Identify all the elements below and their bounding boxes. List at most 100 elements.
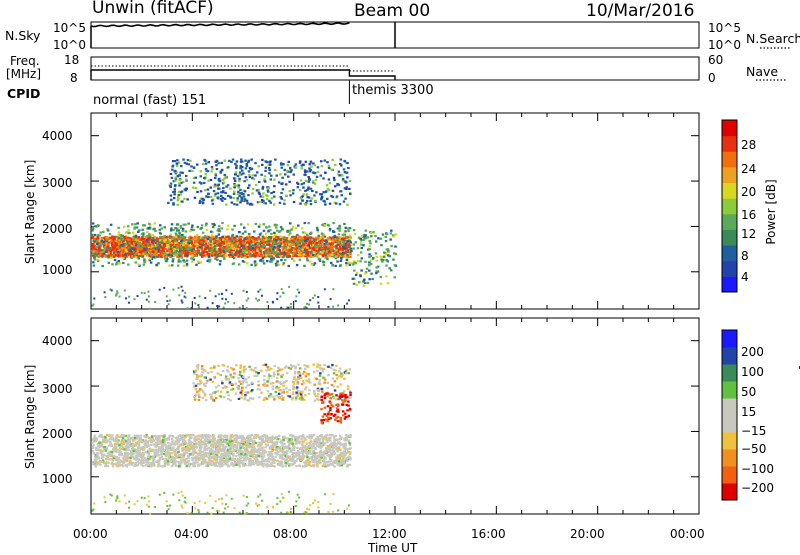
power-cell (318, 258, 321, 260)
power-cell (258, 226, 261, 228)
power-cell (175, 234, 178, 236)
velocity-cell (181, 447, 184, 449)
power-cell (232, 247, 235, 249)
power-cell (368, 278, 371, 280)
velocity-cell (339, 435, 342, 437)
power-cell (177, 265, 180, 267)
power-cell (214, 177, 217, 179)
power-cell (96, 255, 99, 257)
power-cell (332, 222, 335, 224)
power-cell (246, 262, 249, 264)
power-cell (234, 184, 237, 186)
power-cell (236, 199, 239, 201)
velocity-cell (261, 458, 264, 460)
power-cell (302, 164, 305, 166)
power-cell (217, 188, 220, 190)
power-cell (297, 225, 300, 227)
power-cell (332, 196, 335, 198)
power-cell (307, 222, 310, 224)
power-cell (176, 165, 179, 167)
power-cell (275, 251, 278, 253)
power-cell (135, 244, 138, 246)
power-cell (358, 281, 361, 283)
power-cell (338, 233, 341, 235)
power-cell (223, 181, 226, 183)
power-cell (281, 182, 284, 184)
power-cell (292, 226, 295, 228)
power-cell (130, 250, 133, 252)
power-cell (243, 196, 246, 198)
power-cell (361, 257, 364, 259)
power-cell (200, 239, 203, 241)
power-cell (171, 250, 174, 252)
power-cell (302, 193, 305, 195)
power-cell (155, 249, 158, 251)
power-cell (355, 241, 358, 243)
power-cell (346, 259, 349, 261)
power-cell (92, 222, 95, 224)
power-cell (340, 190, 343, 192)
power-cell (178, 260, 181, 262)
power-cell (106, 228, 109, 230)
power-cell (381, 261, 384, 263)
power-cell (96, 240, 99, 242)
power-cell (234, 163, 237, 165)
power-cell (262, 196, 265, 198)
power-cell (393, 252, 396, 254)
velocity-cell (295, 465, 298, 467)
power-cell (347, 251, 350, 253)
power-cell (96, 259, 99, 261)
power-cell (268, 240, 271, 242)
power-cell (236, 204, 239, 206)
power-cell (365, 230, 368, 232)
power-cell (101, 240, 104, 242)
power-cell (301, 249, 304, 251)
power-cell (326, 248, 329, 250)
power-cell (240, 223, 243, 225)
power-cell (296, 264, 299, 266)
power-cell (225, 236, 228, 238)
power-cell (280, 226, 283, 228)
power-cell (304, 203, 307, 205)
power-cell (146, 231, 149, 233)
power-cell (257, 165, 260, 167)
velocity-cell (299, 441, 302, 443)
power-cell (178, 191, 181, 193)
power-cell (273, 179, 276, 181)
power-cell (226, 243, 229, 245)
power-cell (278, 242, 281, 244)
power-cell (176, 247, 179, 249)
power-cell (329, 243, 332, 245)
power-cell (181, 234, 184, 236)
power-cell (134, 254, 137, 256)
power-cell (243, 180, 246, 182)
velocity-cell (305, 443, 308, 445)
power-cell (191, 261, 194, 263)
power-cell (264, 170, 267, 172)
power-cell (179, 252, 182, 254)
power-cell (174, 240, 177, 242)
power-cell (174, 242, 177, 244)
power-cell (259, 234, 262, 236)
power-cell (376, 256, 379, 258)
power-cell (136, 222, 139, 224)
power-colorbar-segment (722, 183, 737, 199)
power-cell (150, 262, 153, 264)
power-cell (233, 225, 236, 227)
power-cell (349, 264, 352, 266)
power-cell (144, 251, 147, 253)
power-cell (254, 260, 256, 262)
power-cell (345, 188, 348, 190)
power-cell (250, 264, 253, 266)
power-cell (353, 283, 356, 285)
power-cell (135, 256, 138, 258)
power-cell (376, 260, 379, 262)
power-cell (326, 198, 329, 200)
power-cell (362, 239, 365, 241)
power-cell (131, 247, 134, 249)
power-cell (260, 174, 263, 176)
power-cell (165, 260, 168, 262)
power-cell (231, 245, 234, 247)
power-cell (268, 172, 271, 174)
power-cell (317, 171, 320, 173)
